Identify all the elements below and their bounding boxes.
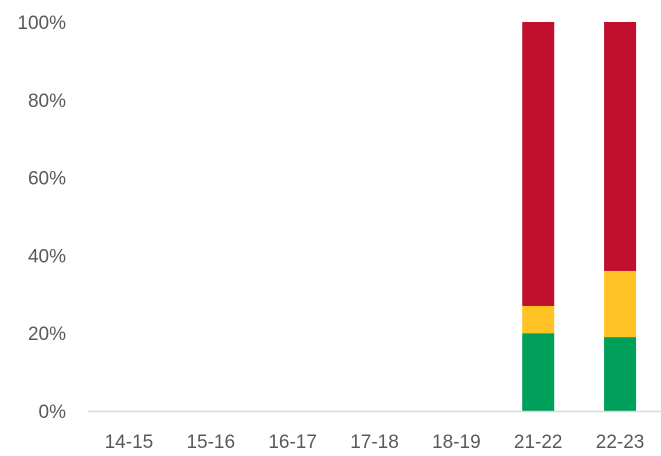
- x-axis-tick-labels: 14-15 15-16 16-17 17-18 18-19 21-22 22-23: [105, 432, 645, 453]
- y-axis-tick-labels: 0% 20% 40% 60% 80% 100%: [17, 13, 66, 423]
- x-tick-label: 18-19: [432, 432, 481, 453]
- y-tick-label: 20%: [28, 324, 66, 345]
- x-tick-label: 15-16: [186, 432, 235, 453]
- bar-segment-21-22-s2: [522, 305, 555, 334]
- bar-segment-21-22-s1: [522, 333, 555, 411]
- x-tick-label: 14-15: [105, 432, 154, 453]
- y-tick-label: 100%: [17, 13, 66, 34]
- y-tick-label: 80%: [28, 91, 66, 112]
- x-tick-label: 17-18: [350, 432, 399, 453]
- x-tick-label: 22-23: [596, 432, 645, 453]
- x-tick-label: 16-17: [268, 432, 317, 453]
- plot-area: [522, 22, 637, 411]
- y-tick-label: 40%: [28, 246, 66, 267]
- y-tick-label: 60%: [28, 169, 66, 190]
- bar-segment-21-22-s3: [522, 22, 555, 306]
- x-tick-label: 21-22: [514, 432, 563, 453]
- bar-segment-22-23-s3: [604, 22, 637, 271]
- y-tick-label: 0%: [39, 402, 67, 423]
- bar-segment-22-23-s1: [604, 337, 637, 411]
- bar-segment-22-23-s2: [604, 270, 637, 338]
